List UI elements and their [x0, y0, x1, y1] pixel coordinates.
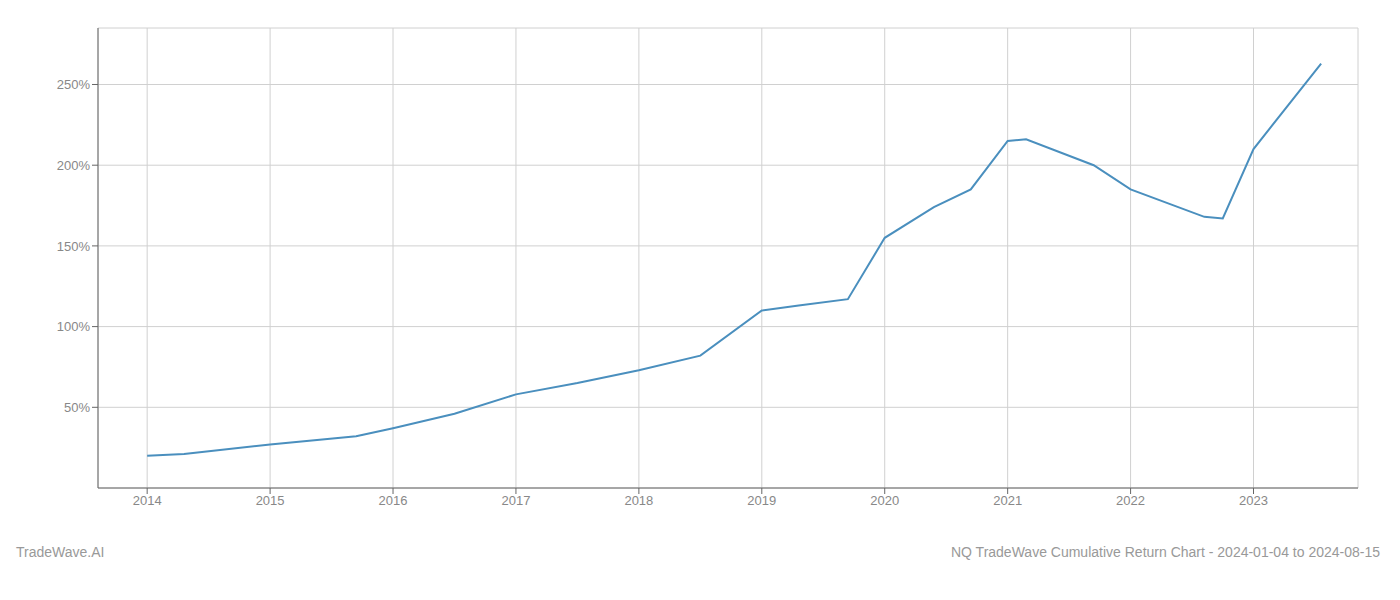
- svg-text:2017: 2017: [501, 493, 530, 508]
- svg-text:2023: 2023: [1239, 493, 1268, 508]
- svg-text:250%: 250%: [57, 77, 91, 92]
- svg-text:2020: 2020: [870, 493, 899, 508]
- svg-text:200%: 200%: [57, 158, 91, 173]
- html-text:TradeWave.AI: TradeWave.AI: [16, 544, 105, 560]
- svg-text:100%: 100%: [57, 319, 91, 334]
- svg-text:2015: 2015: [256, 493, 285, 508]
- svg-text:50%: 50%: [64, 400, 90, 415]
- svg-text:2018: 2018: [624, 493, 653, 508]
- svg-text:2022: 2022: [1116, 493, 1145, 508]
- svg-text:150%: 150%: [57, 239, 91, 254]
- svg-text:2016: 2016: [379, 493, 408, 508]
- svg-text:2019: 2019: [747, 493, 776, 508]
- svg-text:2021: 2021: [993, 493, 1022, 508]
- svg-text:2014: 2014: [133, 493, 162, 508]
- html-text:NQ TradeWave Cumulative Return: NQ TradeWave Cumulative Return Chart - 2…: [951, 544, 1380, 560]
